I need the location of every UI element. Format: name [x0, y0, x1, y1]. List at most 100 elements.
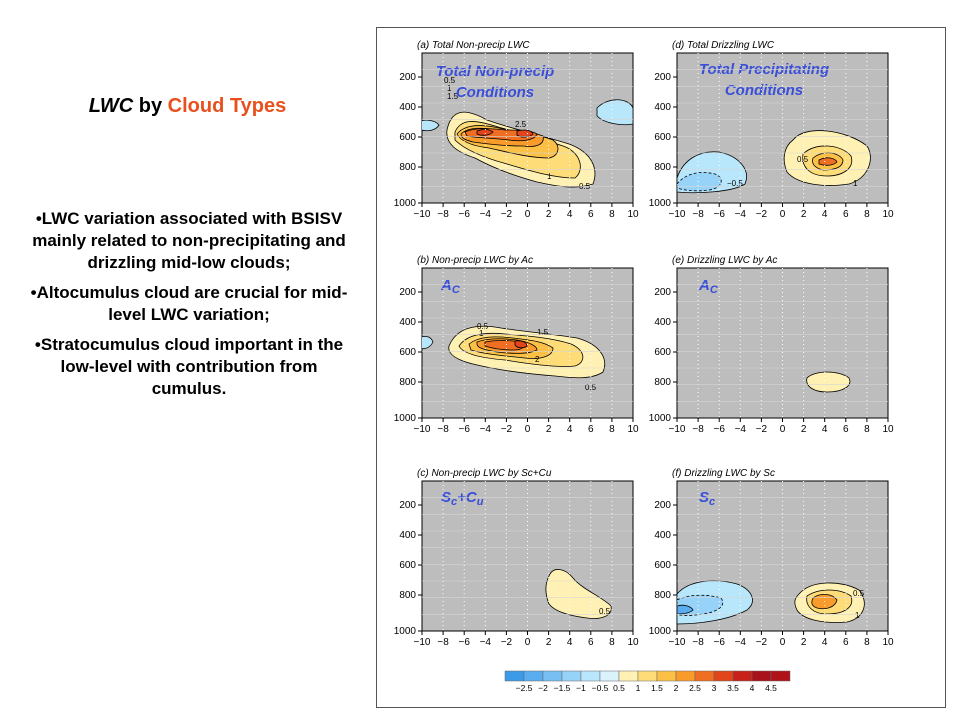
lwc-figure: (a) Total Non-precip LWC 0.5 1 1.5 2.5 1…: [376, 27, 946, 708]
x-tick-label: 0: [525, 209, 531, 220]
y-tick-label: 1000: [394, 626, 417, 637]
colorbar-swatch: [542, 670, 563, 682]
x-tick-label: 8: [609, 209, 615, 220]
svg-text:0.5: 0.5: [599, 607, 611, 616]
bullet-item: •Stratocumulus cloud important in the lo…: [34, 335, 344, 398]
y-tick-label: 1000: [394, 413, 417, 424]
x-tick-label: −10: [669, 424, 686, 435]
x-tick-label: 2: [801, 637, 807, 648]
y-tick-label: 600: [399, 132, 416, 143]
bullet-list: •LWC variation associated with BSISV mai…: [30, 208, 348, 408]
x-tick-label: −10: [414, 209, 431, 220]
svg-text:−0.5: −0.5: [727, 179, 743, 188]
x-tick-label: −10: [414, 637, 431, 648]
svg-text:2.5: 2.5: [515, 120, 527, 129]
x-tick-label: −2: [501, 424, 513, 435]
colorbar-label: 3: [712, 683, 717, 693]
y-tick-label: 800: [654, 162, 671, 173]
x-tick-label: −2: [756, 424, 768, 435]
y-tick-label: 400: [654, 102, 671, 113]
x-tick-label: 0: [780, 209, 786, 220]
slide-title: LWC by Cloud Types: [88, 95, 287, 117]
x-tick-label: −8: [692, 209, 704, 220]
x-tick-label: 10: [882, 424, 894, 435]
colorbar-label: 4: [750, 683, 755, 693]
panel-a-overlay-2: Conditions: [456, 84, 534, 101]
x-tick-label: 0: [780, 637, 786, 648]
y-tick-label: 1000: [649, 626, 672, 637]
colorbar-label: 3.5: [727, 683, 739, 693]
y-tick-label: 800: [399, 377, 416, 388]
y-tick-label: 1000: [649, 413, 672, 424]
x-tick-label: 6: [588, 209, 594, 220]
x-tick-label: 2: [546, 637, 552, 648]
x-tick-label: −4: [735, 637, 747, 648]
x-tick-label: 6: [588, 637, 594, 648]
x-tick-label: 10: [882, 209, 894, 220]
panel-b-contour-labels: 0.5 1 1.5 2 0.5: [477, 322, 597, 392]
svg-text:1.5: 1.5: [447, 92, 459, 101]
x-tick-label: 2: [801, 424, 807, 435]
x-tick-label: 6: [843, 424, 849, 435]
y-tick-label: 200: [399, 500, 416, 511]
y-tick-label: 200: [654, 500, 671, 511]
colorbar-label: 0.5: [613, 683, 625, 693]
colorbar-label: −2.5: [516, 683, 533, 693]
y-tick-label: 200: [399, 72, 416, 83]
colorbar-swatch: [637, 670, 658, 682]
y-tick-label: 600: [654, 560, 671, 571]
svg-text:2: 2: [535, 355, 540, 364]
svg-text:0.5: 0.5: [477, 322, 489, 331]
x-tick-label: 2: [546, 424, 552, 435]
svg-text:1.5: 1.5: [537, 328, 549, 337]
y-tick-label: 200: [654, 72, 671, 83]
colorbar-swatch: [523, 670, 544, 682]
x-tick-label: 8: [609, 424, 615, 435]
x-tick-label: −2: [756, 209, 768, 220]
x-tick-label: 2: [546, 209, 552, 220]
y-tick-label: 200: [654, 287, 671, 298]
x-tick-label: 8: [609, 637, 615, 648]
colorbar-swatch: [713, 670, 734, 682]
y-tick-label: 400: [654, 530, 671, 541]
colorbar-swatch: [675, 670, 696, 682]
x-tick-label: 4: [822, 424, 828, 435]
svg-text:1: 1: [547, 172, 552, 181]
x-tick-label: −10: [669, 209, 686, 220]
panel-d-header: (d) Total Drizzling LWC: [672, 40, 775, 51]
svg-text:0.5: 0.5: [444, 76, 456, 85]
x-tick-label: 0: [780, 424, 786, 435]
x-tick-label: −8: [437, 209, 449, 220]
x-tick-label: −8: [692, 637, 704, 648]
y-tick-label: 800: [399, 590, 416, 601]
x-tick-label: −2: [501, 209, 513, 220]
colorbar-swatch: [599, 670, 620, 682]
x-tick-label: −6: [458, 424, 470, 435]
panel-f: (f) Drizzling LWC by Sc 0.5 1 Sc: [672, 468, 889, 632]
colorbar-swatch: [656, 670, 677, 682]
x-tick-label: −8: [692, 424, 704, 435]
x-tick-label: −8: [437, 424, 449, 435]
colorbar-label: 2.5: [689, 683, 701, 693]
colorbar-swatch: [618, 670, 639, 682]
panel-c-header: (c) Non-precip LWC by Sc+Cu: [417, 468, 552, 479]
x-tick-label: 6: [843, 637, 849, 648]
panel-c-contour-labels: 0.5: [599, 607, 611, 616]
colorbar-swatch: [561, 670, 582, 682]
x-tick-label: −4: [480, 424, 492, 435]
x-tick-label: 8: [864, 637, 870, 648]
panel-c: (c) Non-precip LWC by Sc+Cu 0.5 Sc+Cu: [417, 468, 634, 632]
colorbar-label: −1: [576, 683, 586, 693]
x-tick-label: −4: [480, 637, 492, 648]
x-tick-label: −10: [669, 637, 686, 648]
panel-a-overlay: Total Non-precip: [436, 63, 555, 80]
colorbar-swatch: [732, 670, 753, 682]
panel-d-contour-labels: 0.5 −0.5 1: [727, 155, 858, 188]
y-tick-label: 600: [654, 132, 671, 143]
svg-text:1: 1: [855, 611, 860, 620]
x-tick-label: 8: [864, 424, 870, 435]
x-tick-label: 4: [567, 424, 573, 435]
x-tick-label: −6: [713, 209, 725, 220]
x-tick-label: −8: [437, 637, 449, 648]
svg-text:0.5: 0.5: [585, 383, 597, 392]
